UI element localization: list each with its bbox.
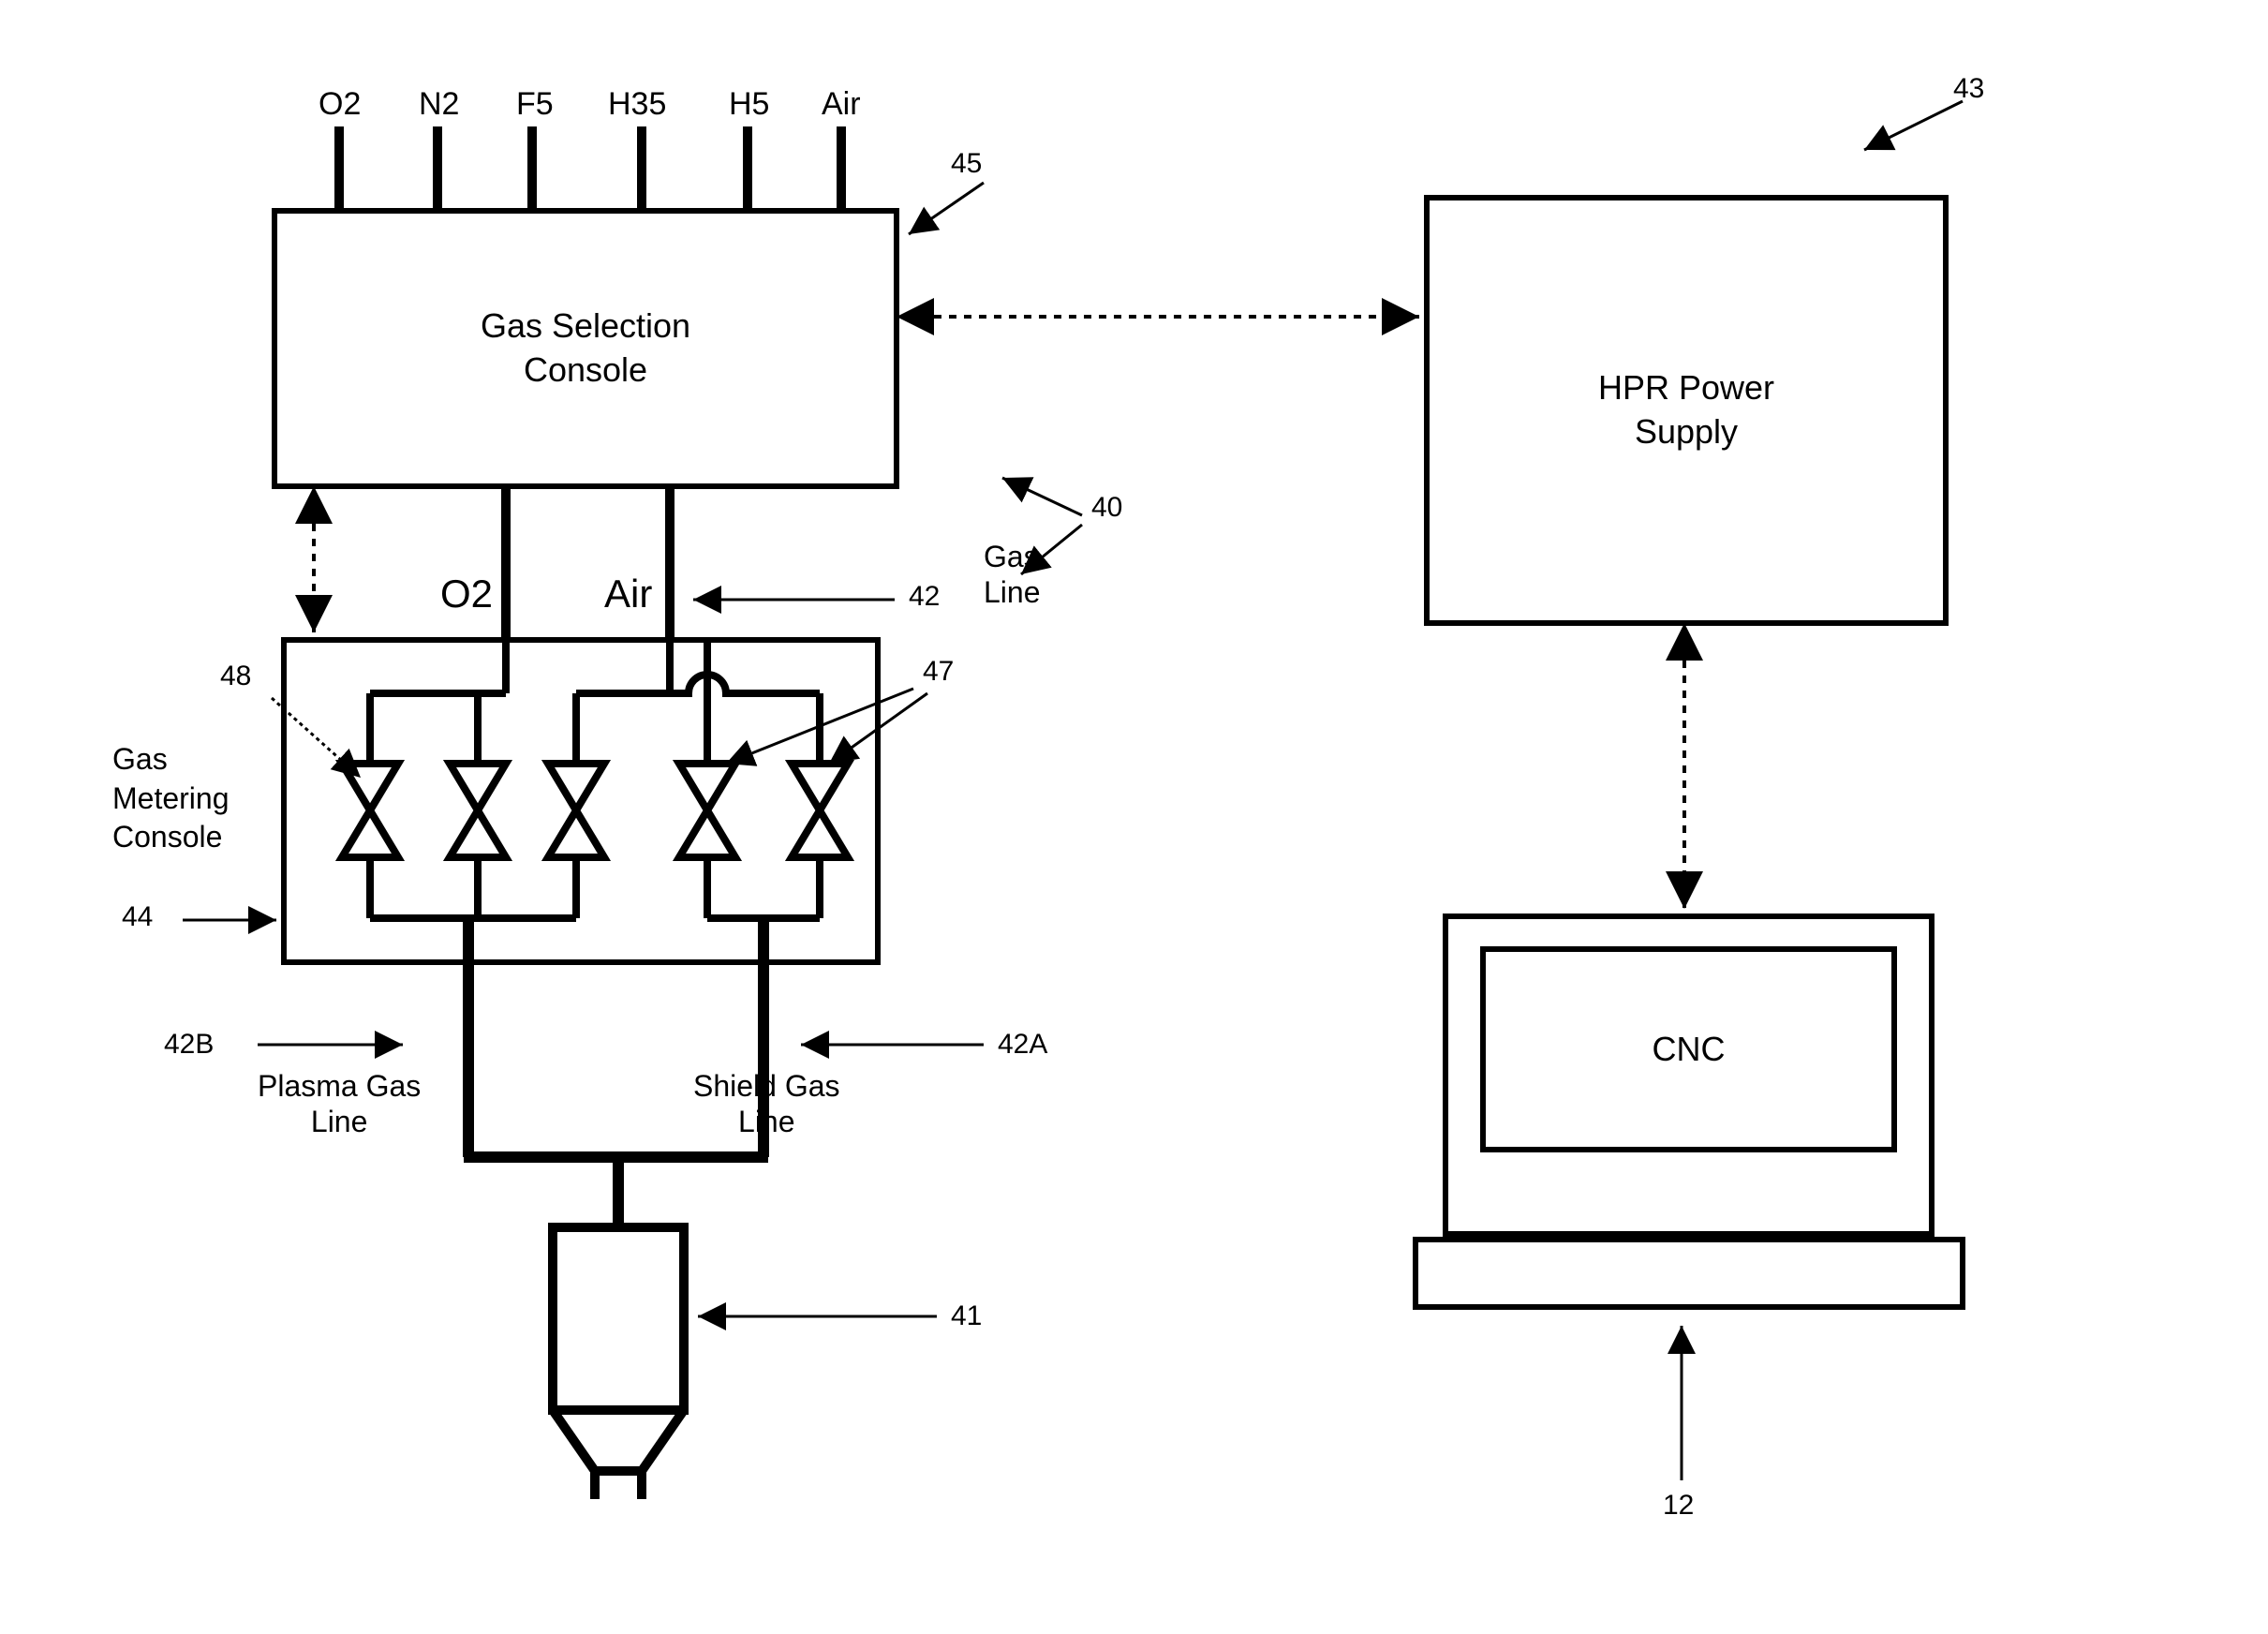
ref-num: 45	[951, 148, 982, 180]
gas-input-label: H35	[608, 86, 666, 123]
plasma-gas-line-label: Plasma Gas Line	[258, 1068, 421, 1140]
gas-input-label: N2	[419, 86, 459, 123]
o2-output-label: O2	[440, 572, 493, 616]
cnc-inner-box: CNC	[1480, 946, 1897, 1152]
air-output-label: Air	[604, 572, 652, 616]
ref-num: 42A	[998, 1029, 1047, 1061]
ref-num: 44	[122, 901, 153, 933]
ref-num: 48	[220, 661, 251, 692]
gas-line-label: Gas Line	[984, 539, 1041, 611]
gas-input-label: F5	[516, 86, 554, 123]
shield-gas-line-label: Shield Gas Line	[693, 1068, 840, 1140]
gas-selection-console-box: Gas Selection Console	[272, 208, 899, 489]
gas-input-label: H5	[729, 86, 769, 123]
ref-num: 12	[1663, 1490, 1694, 1522]
ref-num: 47	[923, 656, 954, 688]
cnc-base-box	[1413, 1237, 1965, 1310]
ref-num: 43	[1953, 73, 1984, 105]
hpr-power-supply-box: HPR Power Supply	[1424, 195, 1949, 626]
gas-input-label: O2	[319, 86, 361, 123]
hpr-power-supply-label: HPR Power Supply	[1598, 366, 1774, 454]
gas-metering-console-box	[281, 637, 881, 965]
ref-num: 41	[951, 1300, 982, 1332]
gas-metering-console-label: Gas Metering Console	[112, 740, 230, 857]
ref-num: 42	[909, 581, 940, 613]
ref-num: 40	[1091, 492, 1122, 524]
cnc-label: CNC	[1653, 1028, 1726, 1072]
gas-input-label: Air	[822, 86, 861, 123]
gas-selection-console-label: Gas Selection Console	[481, 305, 690, 393]
ref-num: 42B	[164, 1029, 214, 1061]
